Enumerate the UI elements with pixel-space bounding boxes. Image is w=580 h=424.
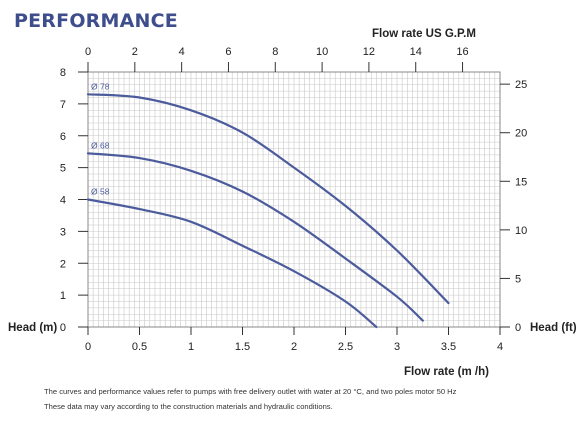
y2-tick-label: 25 <box>515 79 527 91</box>
y-tick-label: 5 <box>60 163 66 175</box>
x-axis-label: Flow rate (m /h) <box>404 366 489 378</box>
x2-tick-label: 2 <box>132 46 138 58</box>
y-tick-label: 3 <box>60 226 66 238</box>
series-label-2: Ø 68 <box>91 140 110 150</box>
series-line-2 <box>86 152 424 322</box>
chart-grid <box>87 71 501 328</box>
chart-series: Ø 78 Ø 68 Ø 58 <box>86 81 450 329</box>
y-axis-label: Head (m) <box>8 322 57 334</box>
footnote-disclaimer: These data may vary according to the con… <box>44 402 333 411</box>
top-axis-label: Flow rate US G.P.M <box>372 28 476 40</box>
x2-tick-label: 16 <box>456 46 468 58</box>
x-tick-label: 0 <box>85 341 91 353</box>
y2-tick-label: 10 <box>515 225 527 237</box>
x2-tick-label: 0 <box>85 46 91 58</box>
y-tick-label: 2 <box>60 258 66 270</box>
x-tick-label: 1.5 <box>235 341 250 353</box>
x-tick-label: 1 <box>188 341 194 353</box>
y2-tick-label: 20 <box>515 128 527 140</box>
page-title: PERFORMANCE <box>14 10 178 32</box>
y-tick-label: 0 <box>60 322 66 334</box>
x-tick-label: 4 <box>497 341 503 353</box>
chart-axes: 0 0.5 1 1.5 2 2.5 3 3.5 40 2 4 6 8 10 12 14 160123456780… <box>60 46 527 353</box>
y2-tick-label: 5 <box>515 273 521 285</box>
x2-tick-label: 10 <box>316 46 328 58</box>
y2-tick-label: 0 <box>515 322 521 334</box>
x2-tick-label: 8 <box>272 46 278 58</box>
series-line-1 <box>86 93 450 305</box>
x-tick-label: 0.5 <box>132 341 147 353</box>
x-tick-label: 3.5 <box>441 341 456 353</box>
series-label-1: Ø 78 <box>91 81 110 91</box>
y-tick-label: 8 <box>60 67 66 79</box>
series-line-3 <box>86 198 378 329</box>
y-tick-label: 7 <box>60 99 66 111</box>
footnote-conditions: The curves and performance values refer … <box>44 387 457 396</box>
x2-tick-label: 14 <box>410 46 422 58</box>
series-label-3: Ø 58 <box>91 187 110 197</box>
y2-tick-label: 15 <box>515 176 527 188</box>
y-tick-label: 4 <box>60 195 66 207</box>
x-tick-label: 2.5 <box>338 341 353 353</box>
x-tick-label: 3 <box>394 341 400 353</box>
x-tick-label: 2 <box>291 341 297 353</box>
x2-tick-label: 12 <box>363 46 375 58</box>
y-tick-label: 6 <box>60 131 66 143</box>
x2-tick-label: 4 <box>179 46 185 58</box>
x2-tick-label: 6 <box>225 46 231 58</box>
y-tick-label: 1 <box>60 290 66 302</box>
right-axis-label: Head (ft) <box>530 322 577 334</box>
